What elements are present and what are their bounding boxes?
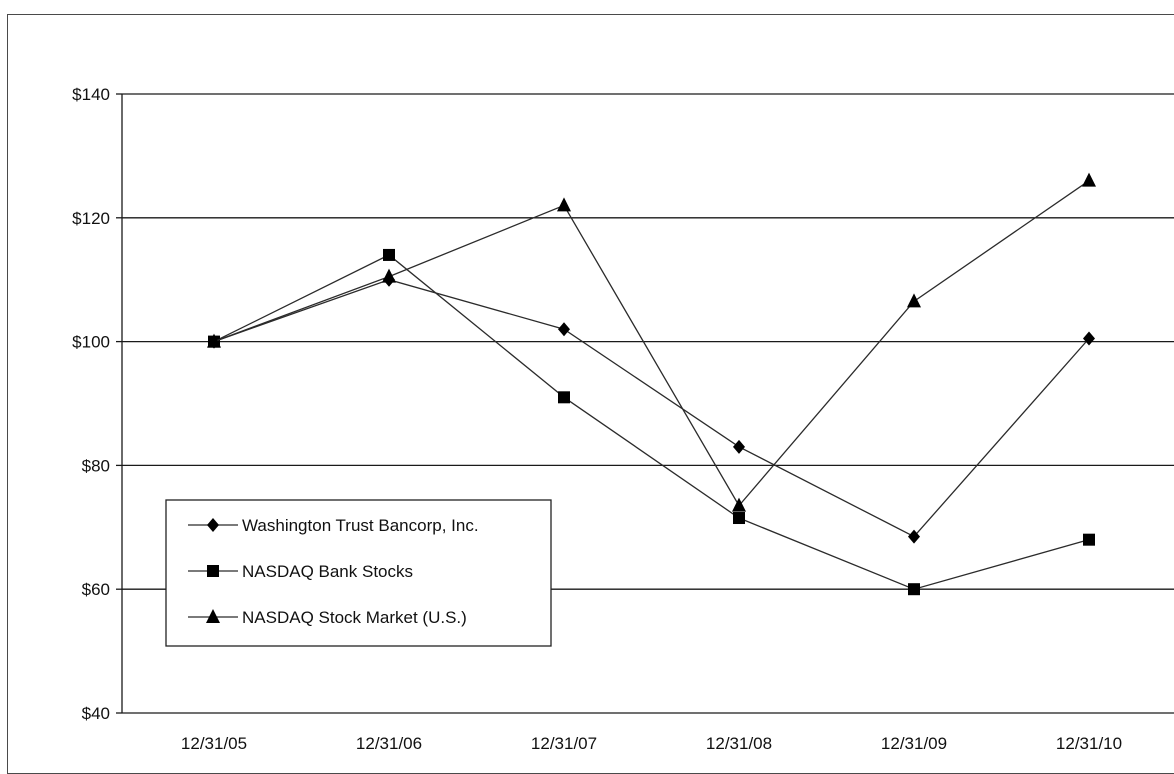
legend-marker-triangle (206, 609, 220, 623)
legend-label: NASDAQ Bank Stocks (242, 562, 413, 581)
legend-marker-diamond (207, 518, 219, 532)
series-line (213, 180, 1090, 507)
data-point-diamond (733, 439, 745, 454)
y-tick-label: $140 (72, 85, 110, 104)
y-tick-label: $100 (72, 333, 110, 352)
x-tick-label: 12/31/08 (706, 734, 772, 753)
data-point-triangle (732, 497, 746, 512)
data-point-diamond (908, 529, 920, 544)
x-tick-label: 12/31/09 (881, 734, 947, 753)
data-point-triangle (557, 197, 571, 212)
data-point-triangle (1082, 172, 1096, 187)
data-point-triangle (382, 268, 396, 283)
data-point-square (558, 391, 570, 404)
data-point-square (1083, 533, 1095, 546)
data-point-triangle (207, 333, 221, 348)
data-point-square (908, 583, 920, 596)
x-tick-label: 12/31/05 (181, 734, 247, 753)
y-tick-label: $80 (82, 456, 110, 475)
legend-marker-square (207, 565, 219, 577)
legend-box (165, 499, 552, 647)
series-line (213, 254, 1090, 590)
chart-frame (7, 14, 1174, 774)
legend-label: Washington Trust Bancorp, Inc. (242, 516, 479, 535)
data-point-diamond (1083, 331, 1095, 346)
data-point-triangle (907, 293, 921, 308)
y-tick-label: $60 (82, 580, 110, 599)
x-tick-label: 12/31/07 (531, 734, 597, 753)
series-line (213, 279, 1090, 538)
data-point-square (383, 248, 395, 261)
data-point-diamond (558, 322, 570, 337)
y-tick-label: $120 (72, 209, 110, 228)
y-tick-label: $40 (82, 704, 110, 723)
x-tick-label: 12/31/06 (356, 734, 422, 753)
x-tick-label: 12/31/10 (1056, 734, 1122, 753)
data-point-square (733, 512, 745, 525)
legend-label: NASDAQ Stock Market (U.S.) (242, 608, 467, 627)
